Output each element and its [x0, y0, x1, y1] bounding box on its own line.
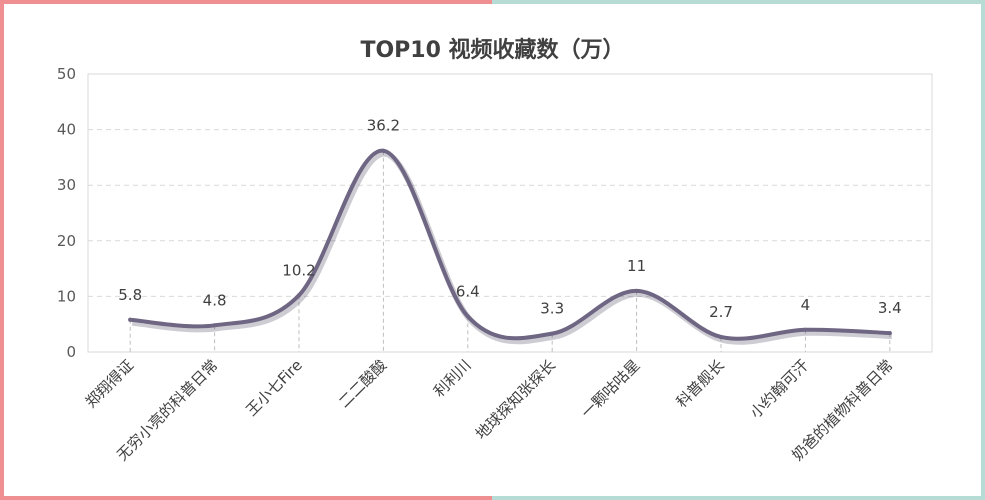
x-tick-label: 小约翰可汗: [746, 356, 812, 422]
y-tick-label: 50: [57, 65, 76, 83]
data-point: [550, 331, 555, 336]
data-label: 4: [801, 296, 811, 314]
series-line: [128, 148, 892, 341]
data-point: [297, 293, 301, 298]
x-tick-label: 科普舰长: [673, 356, 728, 411]
data-point: [465, 314, 470, 319]
x-tick-label: 二二酸酸: [335, 356, 390, 411]
data-point: [381, 148, 386, 153]
data-point: [887, 331, 892, 336]
y-tick-label: 30: [57, 176, 76, 194]
frame-right-border: [492, 0, 985, 500]
data-point: [212, 323, 217, 328]
x-tick-label: 利利川: [430, 356, 475, 401]
data-label: 11: [627, 257, 646, 275]
y-tick-label: 10: [57, 287, 76, 305]
frame-left-border: [0, 0, 492, 500]
x-tick-label: 王小七Fire: [242, 356, 305, 419]
y-tick-label: 0: [66, 343, 76, 361]
x-tick-label: 一颗咕咕星: [578, 356, 644, 422]
data-label: 6.4: [456, 282, 480, 300]
data-point: [634, 288, 639, 293]
data-point: [719, 334, 723, 339]
series-line-shadow: [131, 150, 892, 345]
data-point: [128, 317, 133, 322]
data-point: [803, 327, 808, 332]
y-tick-label: 40: [57, 121, 76, 139]
data-label: 10.2: [282, 261, 315, 279]
x-tick-label: 郑翔得证: [82, 356, 137, 411]
data-label: 2.7: [709, 303, 733, 321]
y-tick-label: 20: [57, 232, 76, 250]
data-label: 3.3: [540, 300, 564, 318]
x-tick-label: 地球探知张探长: [472, 356, 559, 443]
data-label: 36.2: [367, 117, 400, 135]
data-label: 4.8: [203, 291, 227, 309]
data-label: 3.4: [878, 299, 902, 317]
chart-title: TOP10 视频收藏数（万）: [360, 38, 625, 63]
data-label: 5.8: [118, 286, 142, 304]
plot-area-border: [87, 73, 933, 353]
